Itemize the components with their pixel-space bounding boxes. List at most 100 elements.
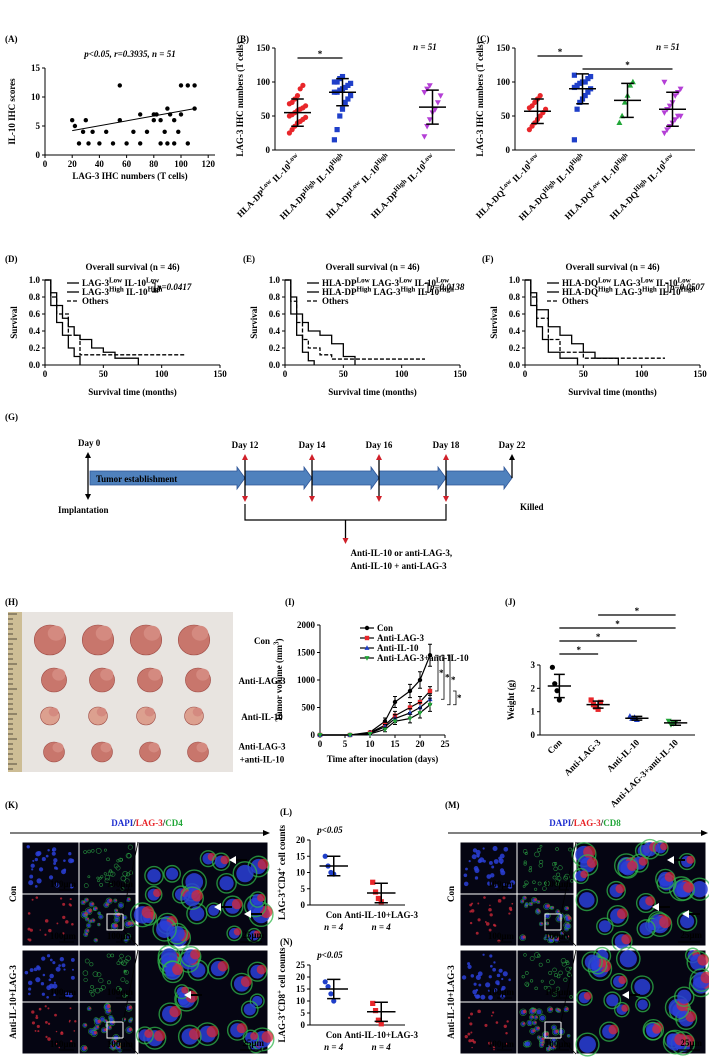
data-point xyxy=(83,118,89,123)
lag3-stain xyxy=(484,1023,488,1027)
category-label: Anti-LAG-3 xyxy=(562,737,603,778)
nucleus xyxy=(24,970,29,975)
y-tick-label: 5 xyxy=(301,1008,306,1018)
nucleus xyxy=(130,1017,133,1021)
phase-arrow xyxy=(244,465,313,491)
zoom-box xyxy=(544,1021,562,1039)
x-tick-label: 80 xyxy=(149,159,159,169)
superscript: Low xyxy=(436,277,450,285)
membrane-stain xyxy=(100,985,106,990)
scale-label: 100μm xyxy=(50,879,77,889)
nucleus xyxy=(485,982,491,988)
membrane-stain xyxy=(83,883,89,888)
nucleus xyxy=(98,912,101,915)
nucleus xyxy=(467,964,472,970)
zoom-line xyxy=(122,949,139,1023)
lag3-stain xyxy=(103,1028,107,1032)
superscript: + xyxy=(276,1012,284,1016)
membrane-stain xyxy=(98,914,104,920)
lag3-stain xyxy=(59,897,63,900)
membrane-stain xyxy=(551,992,557,998)
lag3-stain xyxy=(128,1005,133,1010)
p-value: p=0.0507 xyxy=(669,282,705,292)
membrane-stain xyxy=(97,879,100,883)
lag3-stain xyxy=(537,909,540,912)
text-part: Others xyxy=(82,296,109,306)
y-tick-label: 5 xyxy=(36,121,41,131)
data-point xyxy=(70,118,75,123)
annotation: p<0.05 xyxy=(316,825,343,835)
text-part: HLA-DQ xyxy=(563,189,596,222)
nucleus xyxy=(525,1041,531,1047)
stain-legend: DAPI/LAG-3/CD8 xyxy=(549,818,621,828)
membrane-stain xyxy=(672,878,695,901)
survival-curve xyxy=(45,279,185,356)
lag3-stain xyxy=(108,898,113,903)
data-point xyxy=(176,129,181,134)
membrane-stain xyxy=(524,971,529,975)
data-point xyxy=(300,82,306,88)
membrane-stain xyxy=(538,1036,545,1043)
data-point xyxy=(90,129,95,134)
membrane-stain xyxy=(125,872,130,877)
survival-curve xyxy=(525,279,665,359)
tumor-lobe xyxy=(143,625,161,641)
text-part: HLA-DP xyxy=(278,190,310,222)
scale-label: 100μm xyxy=(545,987,572,997)
membrane-stain xyxy=(88,919,92,924)
start-label: Day 0 xyxy=(78,438,101,448)
start-event: Implantation xyxy=(58,505,109,515)
superscript: High xyxy=(642,286,657,294)
nucleus xyxy=(487,989,491,992)
y-tick-label: 0.2 xyxy=(509,343,521,353)
membrane-stain xyxy=(674,986,695,1007)
stain-legend: DAPI/LAG-3/CD4 xyxy=(111,818,183,828)
zoom-line xyxy=(560,929,577,947)
nucleus xyxy=(536,1009,542,1015)
lag3-stain xyxy=(56,922,59,925)
membrane-stain xyxy=(539,844,543,848)
data-point xyxy=(661,79,668,86)
membrane-stain xyxy=(520,899,525,904)
text-part: LAG-3 xyxy=(370,278,400,288)
y-tick-label: 0 xyxy=(36,150,41,160)
membrane-stain xyxy=(83,932,89,937)
lag3-stain xyxy=(464,1035,468,1039)
text-part: LAG-3 xyxy=(82,278,110,288)
superscript: Low xyxy=(399,277,413,285)
lag3-stain xyxy=(69,897,72,901)
data-point xyxy=(421,134,428,140)
text-part: LAG-3 xyxy=(371,287,401,297)
lag3-stain xyxy=(86,898,89,901)
nucleus xyxy=(34,857,39,862)
text-part: HLA-DP xyxy=(235,188,267,220)
text-part: HLA-DQ xyxy=(474,188,507,221)
membrane-stain xyxy=(532,1020,537,1026)
lag3-stain xyxy=(469,1022,473,1026)
superscript: High xyxy=(613,151,629,167)
membrane-stain xyxy=(678,852,696,871)
lag3-stain xyxy=(257,893,266,902)
membrane-stain xyxy=(120,875,127,882)
nucleus xyxy=(552,1042,557,1046)
lag3-stain xyxy=(583,991,592,1000)
lag3-stain xyxy=(190,949,201,960)
zoom-line xyxy=(560,949,577,1023)
nucleus xyxy=(507,884,513,889)
membrane-stain xyxy=(174,984,190,1000)
nucleus xyxy=(486,874,492,879)
pointer-head xyxy=(667,856,674,864)
category-label: Anti-LAG-3+anti-IL-10 xyxy=(608,737,680,809)
lag3-stain xyxy=(556,937,560,941)
nucleus xyxy=(243,1003,256,1016)
data-point xyxy=(382,727,388,733)
y-tick-label: 0.0 xyxy=(509,360,521,370)
membrane-stain xyxy=(86,922,92,929)
line xyxy=(320,655,431,736)
nucleus xyxy=(487,881,492,886)
lag3-stain xyxy=(616,908,628,920)
x-tick-label: 10 xyxy=(366,739,376,749)
membrane-stain xyxy=(124,959,129,964)
lag3-stain xyxy=(233,928,242,936)
nucleus xyxy=(472,848,478,853)
